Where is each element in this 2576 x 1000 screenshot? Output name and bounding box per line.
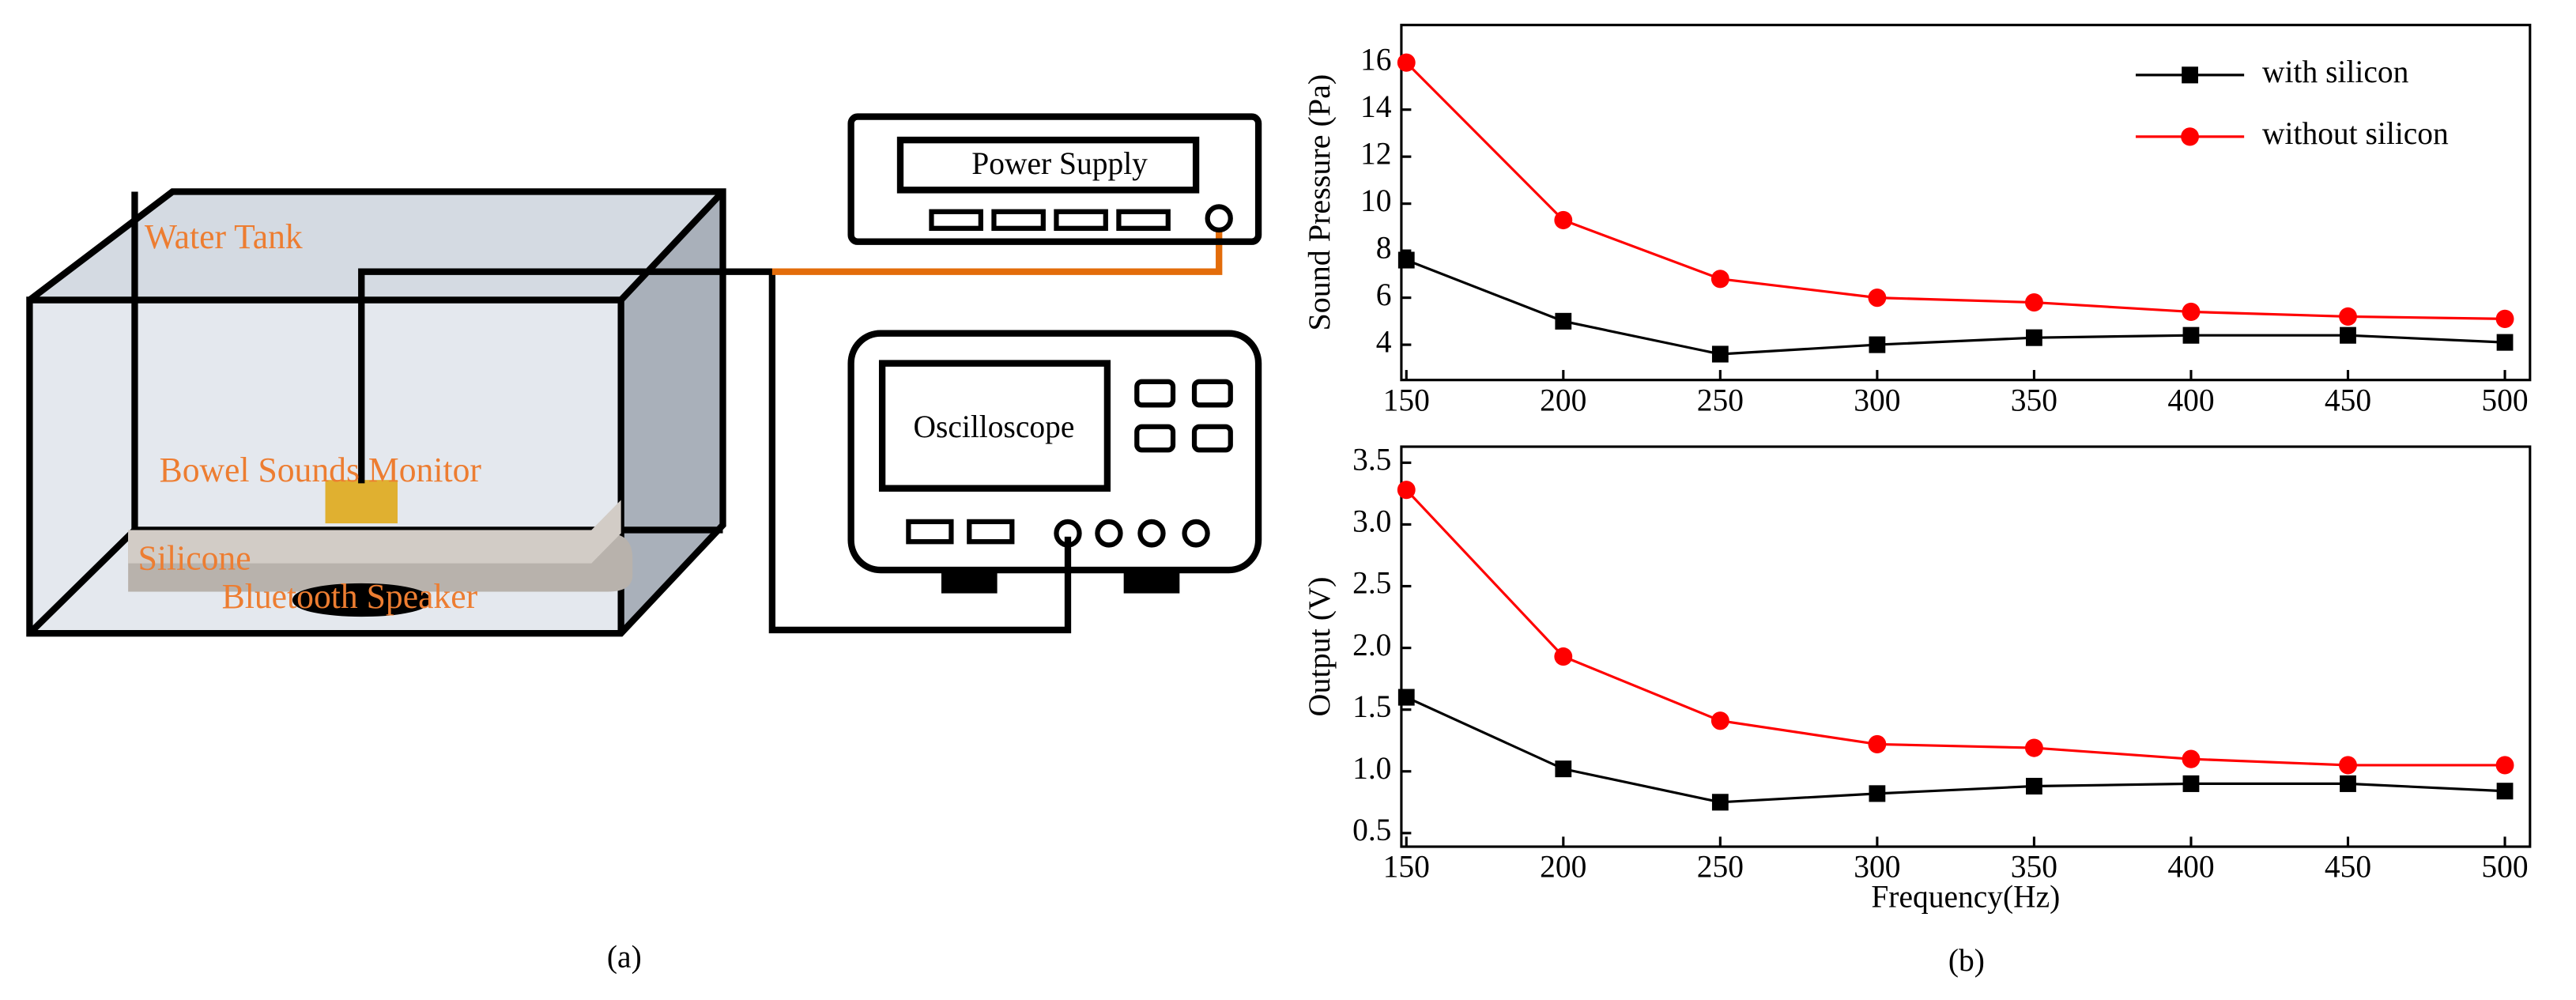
x-tick-label: 250	[1697, 383, 1744, 417]
x-tick-label: 450	[2325, 849, 2371, 884]
y-tick-label: 2.5	[1352, 565, 1391, 600]
marker	[2495, 309, 2514, 328]
x-tick-label: 500	[2481, 849, 2528, 884]
marker	[1868, 734, 1887, 754]
y-tick-label: 0.5	[1352, 813, 1391, 847]
x-tick-label: 400	[2167, 849, 2214, 884]
x-tick-label: 150	[1383, 849, 1430, 884]
marker	[2182, 326, 2200, 344]
x-tick-label: 300	[1854, 383, 1900, 417]
x-tick-label: 300	[1854, 849, 1900, 884]
plot-frame	[1400, 445, 2532, 848]
marker	[1710, 270, 1729, 289]
marker	[2495, 756, 2514, 775]
marker	[2340, 775, 2356, 792]
marker	[1711, 794, 1729, 811]
x-tick-label: 350	[2011, 383, 2057, 417]
marker	[2182, 302, 2201, 322]
x-tick-label: 500	[2481, 383, 2528, 417]
marker	[1554, 210, 1573, 230]
marker	[2026, 777, 2042, 795]
caption: (b)	[1948, 943, 1985, 978]
marker	[1869, 336, 1886, 353]
x-tick-label: 400	[2167, 383, 2214, 417]
marker	[1868, 289, 1887, 308]
series-line	[1405, 258, 2506, 356]
y-tick-label: 10	[1360, 183, 1391, 218]
y-tick-label: 3.0	[1352, 504, 1391, 538]
marker	[1397, 53, 1416, 72]
caption: (a)	[607, 939, 642, 974]
marker	[1711, 345, 1729, 363]
marker	[1397, 481, 1416, 500]
diagram-label: Water Tank	[145, 217, 303, 255]
x-tick-label: 350	[2011, 849, 2057, 884]
y-tick-label: 12	[1360, 136, 1391, 171]
marker	[2339, 756, 2357, 775]
x-axis-label: Frequency(Hz)	[1871, 879, 2060, 914]
diagram-label: Power Supply	[971, 146, 1148, 181]
marker	[1869, 785, 1886, 802]
legend-marker	[2182, 66, 2198, 84]
x-tick-label: 450	[2325, 383, 2371, 417]
y-tick-label: 1.0	[1352, 751, 1391, 786]
marker	[2026, 329, 2042, 346]
y-axis-label: Output (V)	[1302, 577, 1337, 717]
marker	[2340, 326, 2356, 344]
y-tick-label: 8	[1376, 230, 1392, 265]
y-tick-label: 4	[1376, 324, 1392, 359]
marker	[1397, 251, 1415, 269]
y-tick-label: 6	[1376, 277, 1392, 312]
legend-label: without silicon	[2262, 116, 2449, 151]
y-axis-label: Sound Pressure (Pa)	[1302, 74, 1337, 331]
marker	[1397, 689, 1415, 706]
y-tick-label: 3.5	[1352, 442, 1391, 477]
marker	[2182, 749, 2201, 768]
marker	[2496, 783, 2514, 800]
x-tick-label: 250	[1697, 849, 1744, 884]
marker	[2182, 775, 2200, 792]
marker	[1555, 312, 1572, 330]
series-line	[1405, 696, 2506, 804]
y-tick-label: 1.5	[1352, 689, 1391, 724]
diagram-label: Bowel Sounds Monitor	[160, 451, 482, 489]
diagram-label: Silicone	[138, 538, 251, 577]
setup-diagram	[26, 113, 1262, 637]
marker	[2024, 292, 2043, 312]
marker	[1554, 647, 1573, 666]
y-tick-label: 2.0	[1352, 628, 1391, 662]
y-tick-label: 14	[1360, 89, 1392, 124]
y-tick-label: 16	[1360, 42, 1391, 77]
x-tick-label: 150	[1383, 383, 1430, 417]
marker	[1555, 760, 1572, 778]
series-line	[1405, 62, 2506, 320]
series-line	[1405, 489, 2506, 767]
marker	[1710, 711, 1729, 730]
x-tick-label: 200	[1540, 383, 1586, 417]
diagram-label: Oscilloscope	[913, 409, 1074, 444]
marker	[2496, 334, 2514, 351]
x-tick-label: 200	[1540, 849, 1586, 884]
legend-label: with silicon	[2262, 55, 2408, 89]
diagram-label: Bluetooth Speaker	[222, 577, 478, 616]
marker	[2024, 738, 2043, 757]
legend-marker	[2181, 127, 2199, 146]
marker	[2339, 307, 2357, 326]
